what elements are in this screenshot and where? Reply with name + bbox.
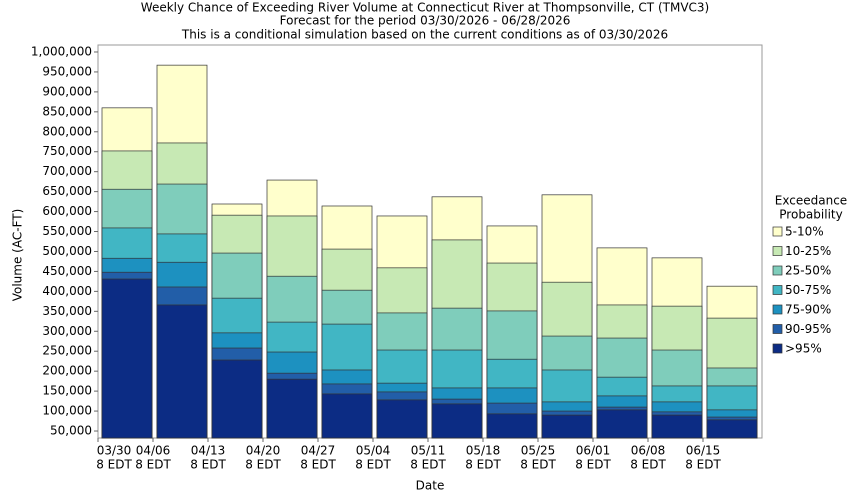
legend-swatch [772, 265, 783, 276]
y-tick-label: 600,000 [42, 204, 92, 218]
y-tick-label: 350,000 [42, 304, 92, 318]
bar [541, 414, 593, 439]
x-tick-sublabel: 8 EDT [630, 458, 666, 472]
bar [651, 414, 703, 439]
legend-label: >95% [785, 342, 822, 356]
bar [266, 378, 318, 439]
legend-title: Probability [779, 208, 842, 222]
y-tick-label: 650,000 [42, 184, 92, 198]
bar [211, 359, 263, 439]
x-tick-sublabel: 8 EDT [96, 458, 132, 472]
chart-subtitle: Forecast for the period 03/30/2026 - 06/… [280, 14, 571, 28]
legend-swatch [772, 226, 783, 237]
x-tick-sublabel: 8 EDT [410, 458, 446, 472]
legend-swatch [772, 246, 783, 256]
y-tick-label: 200,000 [42, 364, 92, 378]
x-tick-sublabel: 8 EDT [135, 458, 171, 472]
bar [486, 413, 538, 439]
y-tick-label: 700,000 [42, 164, 92, 178]
legend-label: 10-25% [785, 244, 831, 258]
x-tick-sublabel: 8 EDT [575, 458, 611, 472]
bar [431, 403, 483, 439]
legend-label: 90-95% [785, 322, 831, 336]
y-tick-label: 500,000 [42, 244, 92, 258]
x-tick-label: 05/11 [411, 444, 446, 458]
bar [596, 409, 648, 439]
x-tick-sublabel: 8 EDT [245, 458, 281, 472]
y-tick-label: 850,000 [42, 104, 92, 118]
x-tick-sublabel: 8 EDT [355, 458, 391, 472]
legend-label: 25-50% [785, 264, 831, 278]
x-tick-label: 04/06 [136, 444, 171, 458]
y-tick-label: 1,000,000 [31, 44, 92, 58]
legend-swatch [772, 304, 783, 315]
y-tick-label: 800,000 [42, 124, 92, 138]
legend-swatch [772, 324, 783, 334]
x-tick-label: 06/01 [576, 444, 611, 458]
plot-area [97, 44, 763, 439]
x-tick-label: 06/08 [631, 444, 666, 458]
bar [706, 419, 758, 439]
y-tick-label: 550,000 [42, 224, 92, 238]
bar [156, 304, 208, 439]
x-tick-label: 06/15 [686, 444, 721, 458]
x-tick-label: 05/18 [466, 444, 501, 458]
x-tick-label: 05/25 [521, 444, 556, 458]
x-tick-sublabel: 8 EDT [685, 458, 721, 472]
x-tick-sublabel: 8 EDT [520, 458, 556, 472]
x-tick-label: 05/04 [356, 444, 391, 458]
x-tick-sublabel: 8 EDT [190, 458, 226, 472]
y-tick-label: 100,000 [42, 404, 92, 418]
bar [101, 278, 153, 439]
legend-label: 5-10% [785, 225, 824, 239]
legend-label: 50-75% [785, 283, 831, 297]
x-tick-sublabel: 8 EDT [300, 458, 336, 472]
x-tick-label: 04/27 [301, 444, 336, 458]
x-axis-label: Date [416, 479, 445, 493]
y-axis-label: Volume (AC-FT) [11, 209, 25, 302]
y-tick-label: 450,000 [42, 264, 92, 278]
y-tick-label: 750,000 [42, 144, 92, 158]
y-tick-label: 250,000 [42, 344, 92, 358]
y-tick-label: 50,000 [50, 424, 92, 438]
y-tick-label: 900,000 [42, 84, 92, 98]
legend-title: Exceedance [775, 194, 847, 208]
x-tick-label: 03/30 [97, 444, 132, 458]
y-tick-label: 150,000 [42, 384, 92, 398]
bar [321, 393, 373, 439]
chart-subtitle: This is a conditional simulation based o… [181, 28, 668, 42]
bar [376, 399, 428, 439]
y-tick-label: 300,000 [42, 324, 92, 338]
legend-swatch [772, 285, 783, 295]
y-tick-label: 400,000 [42, 284, 92, 298]
chart-title: Weekly Chance of Exceeding River Volume … [141, 1, 709, 15]
legend-swatch [772, 343, 783, 354]
legend-label: 75-90% [785, 303, 831, 317]
x-tick-label: 04/20 [246, 444, 281, 458]
x-tick-sublabel: 8 EDT [465, 458, 501, 472]
y-tick-label: 950,000 [42, 64, 92, 78]
x-tick-label: 04/13 [191, 444, 226, 458]
